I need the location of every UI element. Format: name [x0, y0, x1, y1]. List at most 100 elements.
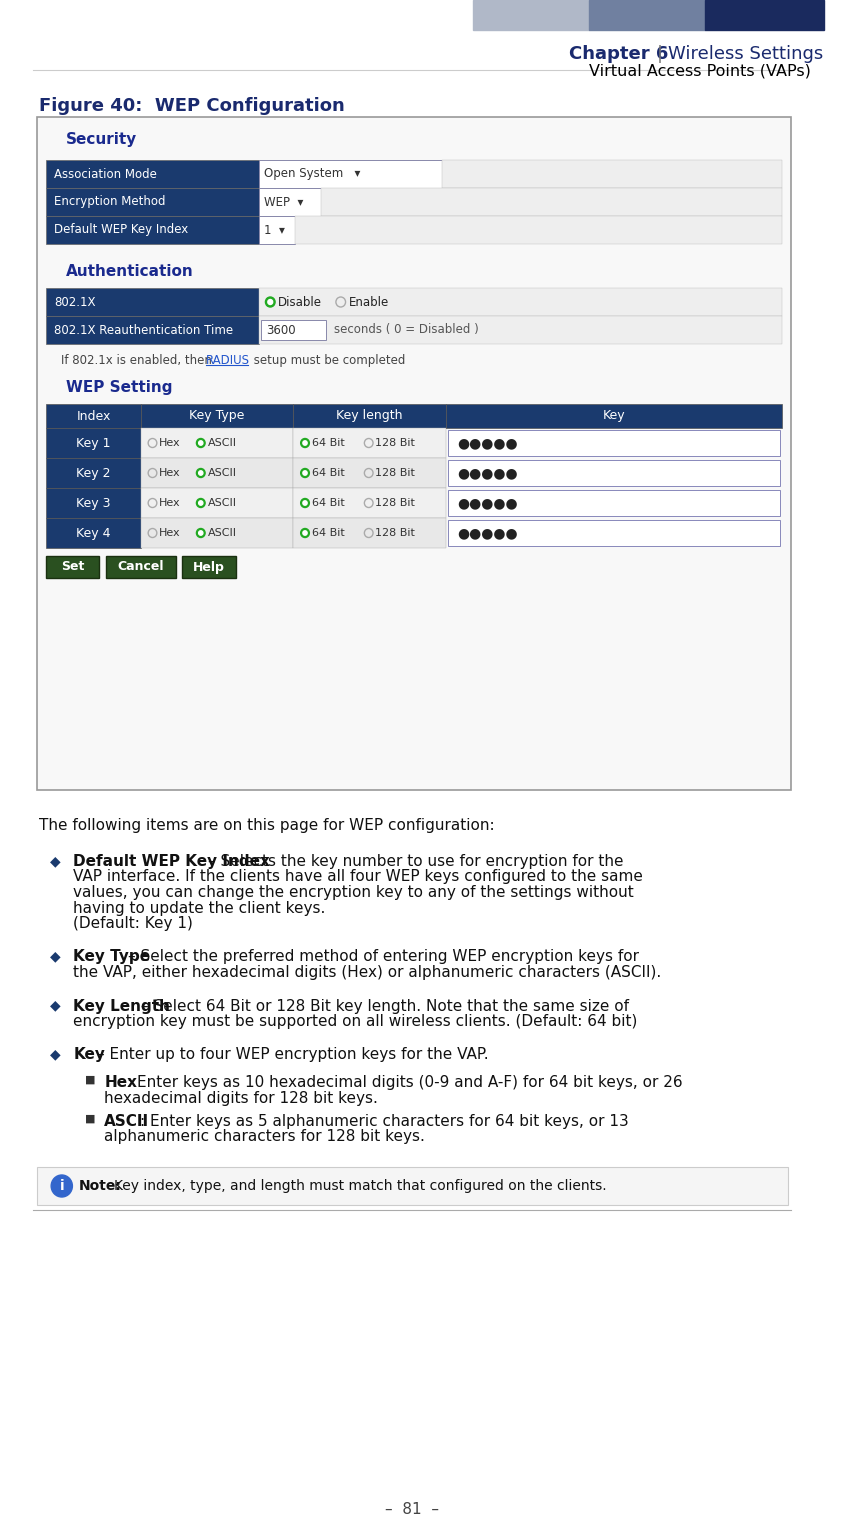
Text: ASCII: ASCII — [207, 497, 236, 508]
Text: Key 2: Key 2 — [76, 467, 111, 479]
Text: Help: Help — [193, 560, 224, 574]
Bar — [141, 404, 293, 428]
Text: 802.1X Reauthentication Time: 802.1X Reauthentication Time — [54, 324, 233, 336]
Text: Virtual Access Points (VAPs): Virtual Access Points (VAPs) — [589, 63, 809, 78]
Text: ■: ■ — [84, 1074, 96, 1085]
Bar — [141, 488, 293, 517]
Text: RADIUS: RADIUS — [206, 355, 249, 367]
Text: ◆: ◆ — [50, 950, 61, 964]
Text: Cancel: Cancel — [118, 560, 164, 574]
Bar — [46, 316, 258, 344]
Text: Disable: Disable — [278, 296, 322, 309]
Bar — [447, 460, 779, 487]
Text: 128 Bit: 128 Bit — [375, 528, 415, 537]
Circle shape — [303, 441, 307, 445]
Text: setup must be completed: setup must be completed — [250, 355, 405, 367]
Text: Wireless Settings: Wireless Settings — [667, 45, 822, 63]
Text: Index: Index — [77, 410, 111, 422]
Text: Default WEP Key Index: Default WEP Key Index — [73, 853, 270, 869]
Bar — [141, 457, 293, 488]
Text: Key 4: Key 4 — [76, 527, 111, 539]
Circle shape — [199, 500, 203, 505]
Text: 64 Bit: 64 Bit — [311, 497, 344, 508]
Bar — [445, 404, 780, 428]
Text: Key Type: Key Type — [73, 950, 150, 964]
Text: ASCII: ASCII — [207, 468, 236, 477]
Circle shape — [196, 499, 205, 508]
Text: – Selects the key number to use for encryption for the: – Selects the key number to use for encr… — [208, 853, 624, 869]
Bar — [258, 187, 321, 216]
Bar — [46, 488, 141, 517]
Text: Enable: Enable — [348, 296, 388, 309]
Bar — [293, 428, 445, 457]
Text: ◆: ◆ — [50, 998, 61, 1013]
Text: Default WEP Key Index: Default WEP Key Index — [54, 224, 188, 236]
Text: : Enter keys as 10 hexadecimal digits (0-9 and A-F) for 64 bit keys, or 26: : Enter keys as 10 hexadecimal digits (0… — [127, 1074, 682, 1090]
Bar — [258, 316, 780, 344]
Text: the VAP, either hexadecimal digits (Hex) or alphanumeric characters (ASCII).: the VAP, either hexadecimal digits (Hex)… — [73, 966, 661, 979]
Text: alphanumeric characters for 128 bit keys.: alphanumeric characters for 128 bit keys… — [104, 1130, 425, 1145]
Bar — [293, 404, 445, 428]
Text: –  81  –: – 81 – — [385, 1503, 438, 1517]
Text: The following items are on this page for WEP configuration:: The following items are on this page for… — [38, 818, 494, 834]
Bar — [106, 556, 176, 579]
Circle shape — [300, 439, 309, 448]
Bar — [46, 160, 258, 187]
Bar — [588, 0, 704, 31]
Text: 128 Bit: 128 Bit — [375, 497, 415, 508]
Text: : Enter keys as 5 alphanumeric characters for 64 bit keys, or 13: : Enter keys as 5 alphanumeric character… — [140, 1114, 628, 1130]
Text: ASCII: ASCII — [104, 1114, 149, 1130]
Bar — [258, 289, 780, 316]
Bar — [295, 216, 780, 244]
Bar — [447, 430, 779, 456]
Text: hexadecimal digits for 128 bit keys.: hexadecimal digits for 128 bit keys. — [104, 1090, 378, 1105]
Text: ■: ■ — [84, 1114, 96, 1124]
Bar — [46, 404, 141, 428]
Bar — [37, 117, 791, 791]
Bar — [447, 520, 779, 546]
Circle shape — [196, 439, 205, 448]
Text: WEP Setting: WEP Setting — [66, 381, 172, 394]
Text: Key 3: Key 3 — [76, 496, 111, 510]
Bar — [46, 216, 258, 244]
Text: – Select 64 Bit or 128 Bit key length. Note that the same size of: – Select 64 Bit or 128 Bit key length. N… — [141, 998, 628, 1013]
Text: 3600: 3600 — [266, 324, 296, 336]
Text: Hex: Hex — [159, 468, 181, 477]
Bar — [46, 187, 258, 216]
Text: encryption key must be supported on all wireless clients. (Default: 64 bit): encryption key must be supported on all … — [73, 1015, 637, 1028]
Text: having to update the client keys.: having to update the client keys. — [73, 901, 325, 915]
Circle shape — [196, 528, 205, 537]
Text: Chapter 6: Chapter 6 — [569, 45, 668, 63]
Text: ●●●●●: ●●●●● — [457, 496, 518, 510]
Text: Key 1: Key 1 — [76, 436, 111, 450]
Text: Figure 40:  WEP Configuration: Figure 40: WEP Configuration — [38, 97, 344, 115]
Text: Key length: Key length — [336, 410, 403, 422]
Circle shape — [303, 471, 307, 476]
Circle shape — [199, 441, 203, 445]
Circle shape — [300, 468, 309, 477]
Bar — [37, 1167, 786, 1205]
Bar — [46, 428, 141, 457]
Text: Key: Key — [602, 410, 624, 422]
Bar — [183, 556, 235, 579]
Bar — [258, 160, 442, 187]
Text: Note:: Note: — [79, 1179, 122, 1193]
Text: values, you can change the encryption key to any of the settings without: values, you can change the encryption ke… — [73, 886, 634, 900]
Text: ◆: ◆ — [50, 853, 61, 867]
Text: Authentication: Authentication — [66, 264, 193, 279]
Bar — [473, 0, 588, 31]
Text: 128 Bit: 128 Bit — [375, 468, 415, 477]
Circle shape — [51, 1174, 73, 1197]
Text: Open System   ▾: Open System ▾ — [264, 167, 361, 181]
Circle shape — [199, 471, 203, 476]
Text: ●●●●●: ●●●●● — [457, 527, 518, 540]
Text: If 802.1x is enabled, then: If 802.1x is enabled, then — [61, 355, 215, 367]
Circle shape — [199, 531, 203, 536]
Text: Hex: Hex — [159, 497, 181, 508]
Text: Encryption Method: Encryption Method — [54, 195, 165, 209]
Circle shape — [303, 531, 307, 536]
Bar — [293, 457, 445, 488]
Text: i: i — [60, 1179, 64, 1193]
Text: 128 Bit: 128 Bit — [375, 437, 415, 448]
Bar — [141, 428, 293, 457]
